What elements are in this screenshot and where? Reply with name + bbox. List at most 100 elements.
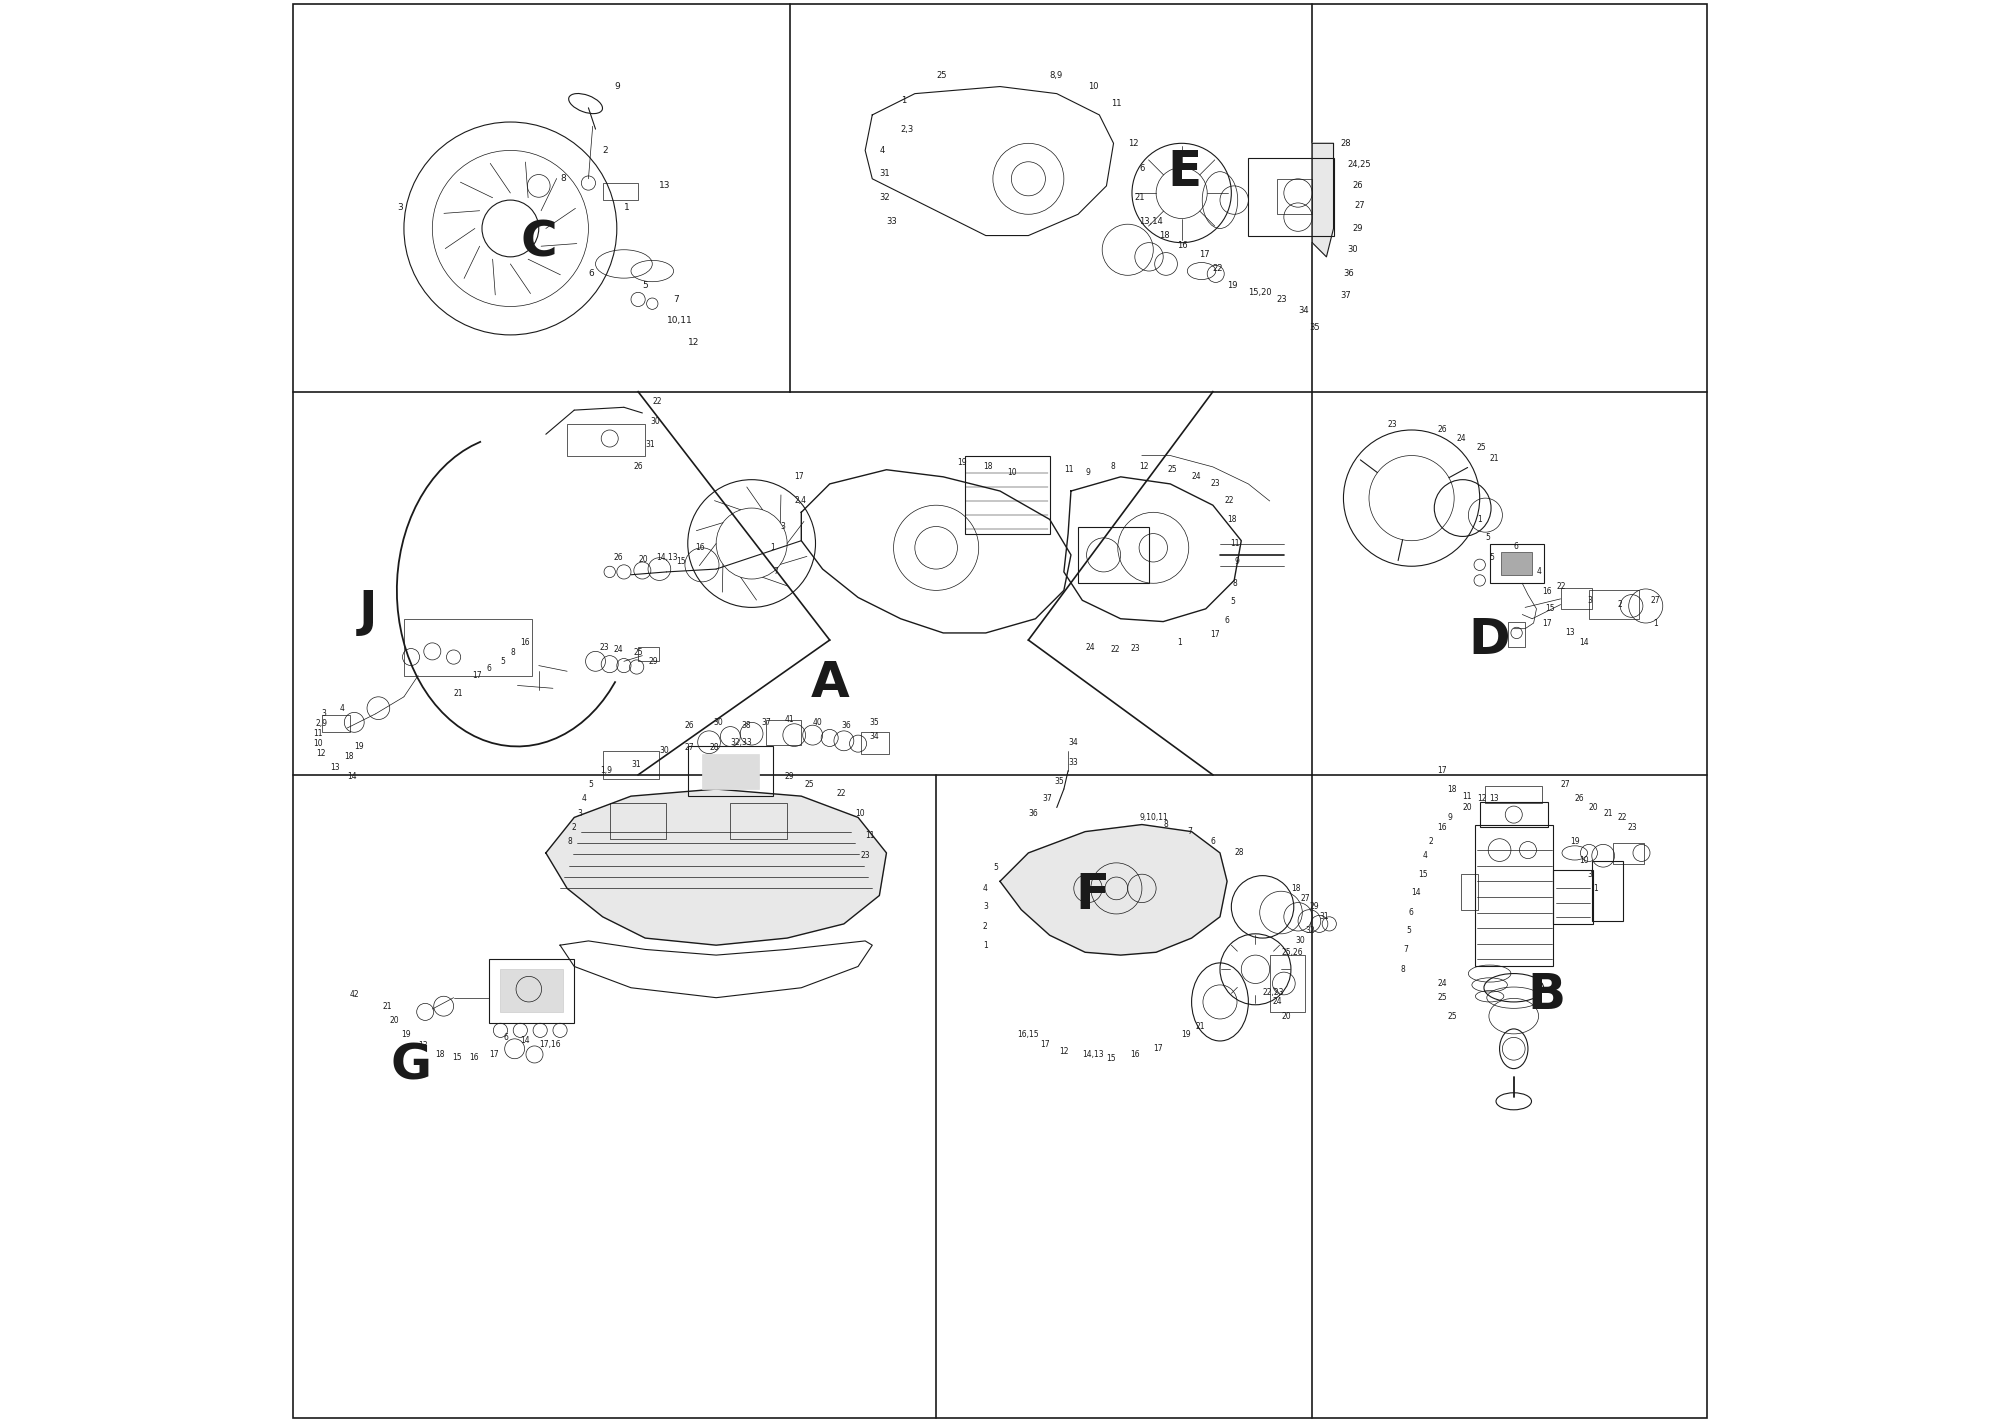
Text: 14,13: 14,13	[1082, 1049, 1104, 1059]
Text: 29: 29	[784, 772, 794, 781]
Text: 17: 17	[1040, 1039, 1050, 1049]
Text: 3: 3	[780, 522, 784, 530]
Text: 25: 25	[634, 648, 644, 657]
Text: 24: 24	[1438, 978, 1446, 988]
Text: 10: 10	[314, 739, 322, 748]
Text: 19: 19	[1570, 838, 1580, 846]
Text: 28: 28	[710, 744, 718, 752]
Text: F: F	[1076, 872, 1110, 920]
Text: 24: 24	[1086, 643, 1094, 651]
Text: 10: 10	[1580, 856, 1588, 865]
Text: 18: 18	[982, 462, 992, 472]
Text: 13: 13	[1490, 795, 1500, 803]
Bar	[860, 732, 890, 754]
Text: 25: 25	[1168, 465, 1178, 474]
Text: 26: 26	[1574, 795, 1584, 803]
Bar	[1560, 587, 1592, 609]
Text: 4: 4	[340, 704, 344, 712]
Bar	[500, 970, 562, 1012]
Text: 25: 25	[936, 71, 946, 80]
Text: J: J	[360, 587, 378, 636]
Text: 2,4: 2,4	[794, 496, 806, 505]
Text: 16: 16	[1130, 1049, 1140, 1059]
Text: 8: 8	[560, 175, 566, 183]
Text: 19: 19	[402, 1030, 410, 1039]
Text: 23: 23	[1210, 479, 1220, 488]
Text: 22,23: 22,23	[1262, 987, 1284, 997]
Text: A: A	[810, 658, 850, 707]
Text: 17: 17	[1154, 1044, 1162, 1054]
Text: 15: 15	[452, 1052, 462, 1062]
Bar	[1588, 590, 1638, 619]
Text: 6: 6	[588, 269, 594, 279]
Text: 20: 20	[1282, 1011, 1290, 1021]
Bar	[702, 754, 758, 789]
Text: 7: 7	[1188, 828, 1192, 836]
Text: 21: 21	[1604, 809, 1612, 818]
Text: 31: 31	[646, 439, 654, 449]
Text: 29: 29	[1352, 223, 1362, 233]
Text: 22: 22	[1212, 263, 1224, 273]
Text: 5: 5	[1490, 553, 1494, 562]
Text: 17: 17	[1198, 249, 1210, 259]
Text: 33: 33	[1068, 758, 1078, 766]
Bar	[1248, 158, 1334, 236]
Text: 9: 9	[1448, 813, 1452, 822]
Text: 17: 17	[472, 671, 482, 680]
Bar	[1500, 552, 1532, 574]
Text: 20: 20	[638, 555, 648, 563]
Text: 8: 8	[510, 648, 516, 657]
Text: 1: 1	[770, 543, 774, 552]
Text: 38: 38	[742, 721, 752, 729]
Text: 22: 22	[1556, 582, 1566, 590]
Text: 11: 11	[1462, 792, 1472, 801]
Text: 5: 5	[500, 657, 506, 665]
Text: 11: 11	[866, 832, 874, 840]
Text: 15: 15	[1418, 870, 1428, 879]
Text: 17: 17	[1542, 619, 1552, 627]
Text: 7: 7	[1404, 946, 1408, 954]
Text: 21: 21	[382, 1001, 392, 1011]
Text: 4: 4	[1422, 852, 1428, 860]
Text: 24: 24	[1456, 434, 1466, 444]
Text: 5: 5	[1230, 597, 1234, 606]
Text: 34: 34	[870, 732, 880, 741]
Text: 24: 24	[614, 646, 624, 654]
Text: 5: 5	[1406, 927, 1410, 936]
Text: 6: 6	[1408, 909, 1414, 917]
Text: 17: 17	[490, 1049, 498, 1059]
Bar	[602, 751, 660, 779]
Text: 35: 35	[1310, 323, 1320, 333]
Text: 35: 35	[1054, 778, 1064, 786]
Text: 14,13: 14,13	[656, 553, 678, 562]
Text: 33: 33	[886, 218, 898, 226]
Text: 35: 35	[870, 718, 880, 727]
Text: 19: 19	[958, 458, 968, 468]
Bar	[1462, 875, 1478, 910]
Text: 19: 19	[354, 742, 364, 751]
Text: 2: 2	[1618, 600, 1622, 609]
Text: 2,3: 2,3	[900, 125, 914, 134]
Bar	[766, 720, 802, 745]
Text: 27: 27	[1300, 894, 1310, 903]
Text: 9: 9	[614, 82, 620, 91]
Text: 1: 1	[1476, 515, 1482, 523]
Text: 1: 1	[1652, 619, 1658, 627]
Text: 23: 23	[600, 643, 610, 651]
Text: 20: 20	[1588, 803, 1598, 812]
Text: 25: 25	[804, 781, 814, 789]
Bar	[638, 647, 660, 661]
Text: 23: 23	[1276, 294, 1288, 304]
Text: 14: 14	[1580, 638, 1588, 647]
Text: 3: 3	[578, 809, 582, 818]
Text: 17: 17	[1210, 630, 1220, 638]
Text: 13: 13	[660, 182, 670, 191]
Text: 6: 6	[1224, 616, 1230, 624]
Text: 18: 18	[1158, 230, 1170, 240]
Text: 14: 14	[520, 1035, 530, 1045]
Text: 27: 27	[1560, 781, 1570, 789]
Text: 22: 22	[836, 789, 846, 798]
Text: 11: 11	[1064, 465, 1074, 474]
Text: 9: 9	[1086, 468, 1090, 476]
Text: 31: 31	[880, 169, 890, 178]
